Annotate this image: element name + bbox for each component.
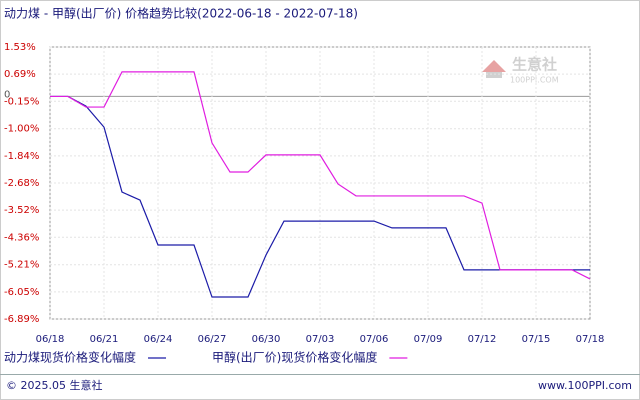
watermark-sub: 100PPI.COM bbox=[510, 76, 559, 85]
y-tick-label: -2.68% bbox=[4, 178, 39, 189]
y-tick-label: -6.05% bbox=[4, 287, 39, 298]
x-tick-label: 07/12 bbox=[468, 334, 497, 345]
x-tick-label: 07/09 bbox=[414, 334, 443, 345]
x-tick-label: 06/18 bbox=[36, 334, 65, 345]
watermark: 生意社 100PPI.COM bbox=[482, 56, 559, 85]
watermark-icon bbox=[482, 60, 506, 72]
x-tick-label: 06/21 bbox=[90, 334, 119, 345]
x-tick-label: 07/03 bbox=[306, 334, 335, 345]
baseline-label: 0 bbox=[4, 89, 10, 100]
legend-label: 甲醇(出厂价)现货价格变化幅度 bbox=[212, 350, 377, 365]
x-tick-label: 06/24 bbox=[144, 334, 173, 345]
footer-left: © 2025.05 生意社 bbox=[6, 378, 102, 392]
chart-title: 动力煤 - 甲醇(出厂价) 价格趋势比较(2022-06-18 - 2022-0… bbox=[4, 6, 358, 21]
y-tick-label: -0.15% bbox=[4, 96, 39, 107]
y-tick-label: -5.21% bbox=[4, 260, 39, 271]
x-tick-label: 07/18 bbox=[576, 334, 605, 345]
y-tick-label: -4.36% bbox=[4, 232, 39, 243]
x-tick-label: 06/30 bbox=[252, 334, 281, 345]
x-tick-label: 07/06 bbox=[360, 334, 389, 345]
footer-right: www.100PPI.com bbox=[538, 379, 632, 392]
x-tick-label: 07/15 bbox=[522, 334, 551, 345]
watermark-icon bbox=[486, 72, 502, 78]
y-tick-label: -3.52% bbox=[4, 205, 39, 216]
y-tick-label: 0.69% bbox=[4, 69, 36, 80]
footer-divider bbox=[0, 374, 640, 375]
y-tick-label: -1.84% bbox=[4, 151, 39, 162]
y-tick-label: 1.53% bbox=[4, 42, 36, 53]
series-line bbox=[50, 71, 591, 280]
watermark-text: 生意社 bbox=[512, 56, 557, 74]
y-tick-label: -6.89% bbox=[4, 314, 39, 325]
y-tick-label: -1.00% bbox=[4, 124, 39, 135]
legend-label: 动力煤现货价格变化幅度 bbox=[4, 350, 136, 365]
x-tick-label: 06/27 bbox=[198, 334, 227, 345]
